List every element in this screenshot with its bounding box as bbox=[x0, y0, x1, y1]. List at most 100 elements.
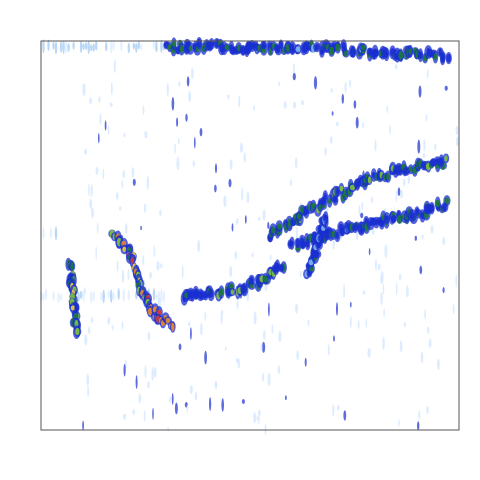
heatmap-cell-69 bbox=[380, 292, 383, 305]
heatmap-cell-193 bbox=[123, 413, 127, 420]
heatmap-cell-60 bbox=[49, 227, 53, 239]
heatmap-cell-231 bbox=[421, 234, 424, 239]
heatmap-cell-40 bbox=[90, 291, 93, 304]
heatmap-cell-1081 bbox=[426, 47, 431, 57]
heatmap-cell-785 bbox=[338, 223, 344, 231]
heatmap-cell-199 bbox=[425, 114, 428, 122]
heatmap-cell-1047 bbox=[384, 51, 389, 58]
heatmap-cell-161 bbox=[243, 152, 246, 164]
heatmap-cell-177 bbox=[330, 88, 333, 93]
heatmap-cell-11 bbox=[84, 42, 88, 51]
heatmap-cell-1059 bbox=[398, 50, 404, 60]
heatmap-cell-543 bbox=[241, 285, 247, 294]
heatmap-cell-224 bbox=[156, 261, 160, 271]
heatmap-cell-1009 bbox=[335, 43, 341, 52]
heatmap-cell-533 bbox=[230, 289, 234, 295]
heatmap-cell-515 bbox=[208, 292, 214, 298]
heatmap-cell-147 bbox=[263, 330, 266, 340]
heatmap-cell-677 bbox=[367, 176, 371, 184]
heatmap-cell-403 bbox=[122, 246, 127, 252]
heatmap-cell-81 bbox=[88, 326, 91, 335]
heatmap-cell-302 bbox=[214, 184, 217, 193]
heatmap-cell-44 bbox=[107, 290, 110, 299]
heatmap-cell-1085 bbox=[433, 52, 437, 61]
heatmap-cell-845 bbox=[410, 211, 414, 220]
heatmap-cell-99 bbox=[442, 236, 446, 246]
heatmap-cell-615 bbox=[300, 206, 305, 214]
heatmap-cell-4 bbox=[59, 41, 63, 53]
heatmap-cell-227 bbox=[142, 105, 145, 115]
heatmap-cell-153 bbox=[336, 404, 340, 411]
heatmap-cell-127 bbox=[277, 365, 281, 374]
heatmap-cell-579 bbox=[279, 265, 284, 271]
heatmap-cell-21 bbox=[132, 42, 135, 50]
heatmap-cell-84 bbox=[166, 82, 169, 97]
heatmap-cell-306 bbox=[123, 363, 126, 377]
heatmap-cell-116 bbox=[215, 163, 217, 174]
heatmap-cell-115 bbox=[144, 365, 147, 379]
heatmap-cell-211 bbox=[333, 335, 335, 342]
heatmap-cell-128 bbox=[267, 373, 271, 387]
heatmap-cell-163 bbox=[123, 132, 126, 138]
heatmap-cell-1091 bbox=[440, 52, 445, 61]
heatmap-cell-275 bbox=[343, 284, 346, 299]
heatmap-cell-88 bbox=[261, 372, 265, 382]
heatmap-cell-182 bbox=[98, 96, 101, 103]
heatmap-cell-125 bbox=[157, 297, 162, 308]
heatmap-cell-47 bbox=[117, 288, 120, 300]
heatmap-cell-885 bbox=[180, 44, 184, 54]
heatmap-cell-465 bbox=[147, 307, 153, 316]
heatmap-cell-709 bbox=[404, 167, 409, 175]
heatmap-cell-1015 bbox=[344, 50, 348, 57]
heatmap-cell-73 bbox=[224, 346, 227, 351]
heatmap-cell-65 bbox=[190, 327, 192, 340]
heatmap-cell-259 bbox=[153, 245, 156, 258]
heatmap-cell-585 bbox=[271, 226, 276, 234]
heatmap-cell-314 bbox=[174, 143, 176, 155]
heatmap-cell-563 bbox=[262, 275, 269, 282]
heatmap-cell-38 bbox=[79, 290, 83, 300]
heatmap-cell-204 bbox=[295, 303, 298, 314]
heatmap-cell-111 bbox=[121, 179, 124, 190]
heatmap-cell-132 bbox=[102, 168, 105, 180]
heatmap-cell-5 bbox=[62, 40, 65, 54]
heatmap-cell-739 bbox=[444, 155, 448, 162]
heatmap-cell-12 bbox=[87, 40, 90, 54]
heatmap-cell-24 bbox=[140, 44, 143, 51]
heatmap-cell-305 bbox=[228, 178, 232, 188]
heatmap-cell-611 bbox=[297, 213, 301, 220]
heatmap-cell-293 bbox=[455, 125, 459, 136]
heatmap-cell-46 bbox=[112, 291, 115, 301]
heatmap-cell-205 bbox=[377, 263, 381, 271]
heatmap-cell-206 bbox=[189, 385, 193, 395]
heatmap-cell-180 bbox=[304, 357, 307, 367]
heatmap-cell-487 bbox=[171, 322, 175, 332]
heatmap-cell-1039 bbox=[373, 49, 379, 57]
heatmap-cell-33 bbox=[57, 292, 60, 304]
heatmap-cell-387 bbox=[75, 327, 80, 336]
heatmap-cell-241 bbox=[383, 308, 385, 318]
heatmap-cell-254 bbox=[88, 183, 90, 197]
heatmap-cell-148 bbox=[147, 331, 151, 341]
heatmap-cell-285 bbox=[420, 351, 424, 364]
heatmap-cell-250 bbox=[152, 407, 154, 420]
heatmap-cell-549 bbox=[249, 276, 254, 284]
heatmap-cell-251 bbox=[140, 225, 142, 231]
heatmap-cell-2 bbox=[52, 41, 55, 50]
heatmap-cell-223 bbox=[386, 105, 389, 114]
heatmap-cell-119 bbox=[335, 122, 339, 126]
heatmap-cell-1021 bbox=[351, 49, 356, 55]
heatmap-cell-129 bbox=[177, 138, 180, 145]
heatmap-cell-252 bbox=[355, 116, 359, 129]
heatmap-cell-154 bbox=[341, 93, 344, 104]
heatmap-cell-216 bbox=[403, 322, 407, 327]
heatmap-cell-228 bbox=[418, 85, 422, 98]
heatmap-cell-72 bbox=[246, 191, 250, 204]
heatmap-cell-951 bbox=[261, 40, 266, 49]
heatmap-cell-173 bbox=[397, 187, 401, 196]
heatmap-cell-238 bbox=[307, 319, 310, 327]
heatmap-cell-249 bbox=[423, 139, 426, 152]
heatmap-cell-963 bbox=[278, 40, 284, 49]
heatmap-cell-244 bbox=[176, 156, 180, 171]
